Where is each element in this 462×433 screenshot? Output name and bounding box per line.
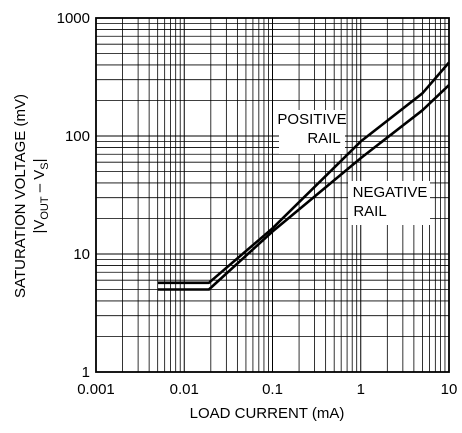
series-label-positive-rail-line-1: POSITIVE	[277, 111, 346, 128]
y-axis-label: SATURATION VOLTAGE (mV)	[12, 94, 29, 298]
plot-border	[95, 17, 450, 373]
series-line-positive-rail	[157, 61, 450, 285]
y-tick-label: 100	[65, 128, 90, 145]
series-label-negative-rail-line-2: RAIL	[353, 203, 386, 220]
x-axis-label: LOAD CURRENT (mA)	[190, 405, 345, 422]
series-label-negative-rail-line-1: NEGATIVE	[353, 184, 428, 201]
series-label-bg-positive-rail	[279, 110, 345, 154]
y-tick-label: 1	[82, 364, 90, 381]
x-tick-label: 0.1	[262, 381, 283, 398]
y-tick-label: 1000	[57, 10, 90, 27]
tick-labels: 0.001 0.01 0.1 1 10 1 10 100 1000	[57, 10, 458, 398]
y-tick-label: 10	[73, 246, 90, 263]
x-tick-label: 10	[441, 381, 458, 398]
series-label-positive-rail-line-2: RAIL	[307, 130, 340, 147]
plot-frame	[95, 17, 450, 373]
x-tick-label: 1	[357, 381, 365, 398]
series-labels: POSITIVE RAIL NEGATIVE RAIL	[277, 110, 430, 225]
series-line-negative-rail	[157, 84, 450, 291]
series-layer	[157, 61, 450, 291]
x-tick-label: 0.001	[77, 381, 115, 398]
x-tick-label: 0.01	[170, 381, 199, 398]
series-label-bg-negative-rail	[348, 181, 430, 225]
y-axis-sublabel: |VOUT – VS|	[31, 158, 51, 233]
